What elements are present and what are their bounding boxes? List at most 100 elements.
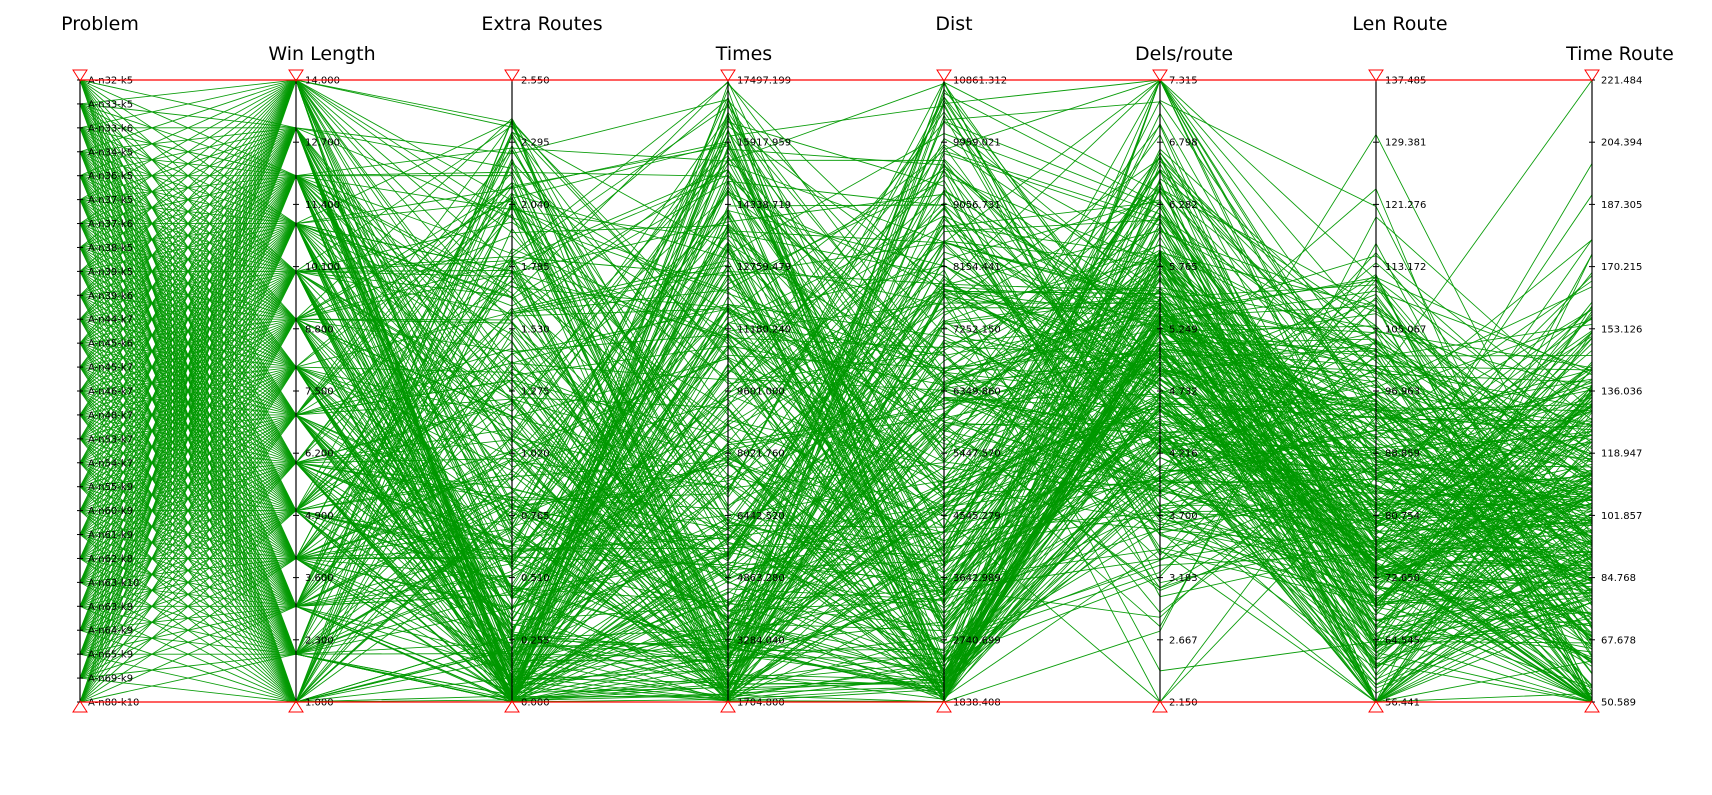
axis-top-handle-5[interactable] bbox=[1152, 69, 1168, 82]
record-line-231 bbox=[79, 366, 1593, 659]
tick-label: 6.798 bbox=[1169, 138, 1198, 149]
tick-label: 84.768 bbox=[1601, 573, 1636, 584]
axis-bottom-handle-5[interactable] bbox=[1152, 700, 1168, 713]
tick-label: 8154.441 bbox=[953, 262, 1001, 273]
record-line-365 bbox=[79, 215, 1593, 703]
tick-label: 9959.021 bbox=[953, 138, 1001, 149]
record-line-262 bbox=[79, 222, 1593, 703]
tick-label: 101.857 bbox=[1601, 511, 1642, 522]
category-label: A-n44-k7 bbox=[88, 315, 133, 326]
record-line-301 bbox=[79, 79, 1593, 703]
axis-top-handle-1[interactable] bbox=[288, 69, 304, 82]
tick-label: 187.305 bbox=[1601, 200, 1642, 211]
record-line-14 bbox=[79, 103, 1593, 704]
tick-label: 67.678 bbox=[1601, 635, 1636, 646]
record-line-228 bbox=[79, 322, 1593, 664]
category-label: A-n61-k9 bbox=[88, 530, 133, 541]
tick-label: 204.394 bbox=[1601, 138, 1642, 149]
record-line-213 bbox=[79, 144, 1593, 657]
record-line-184 bbox=[79, 259, 1593, 696]
record-line-346 bbox=[79, 222, 1593, 701]
record-line-353 bbox=[79, 414, 1593, 703]
axis-bottom-handle-7[interactable] bbox=[1584, 700, 1600, 713]
axis-title-6: Len Route bbox=[1352, 13, 1447, 35]
record-line-227 bbox=[79, 222, 1593, 677]
tick-label: 6.282 bbox=[1169, 200, 1198, 211]
axis-title-1: Win Length bbox=[268, 43, 375, 65]
tick-label: 1.020 bbox=[521, 449, 550, 460]
record-line-362 bbox=[79, 111, 1593, 679]
axis-bottom-handle-6[interactable] bbox=[1368, 700, 1384, 713]
record-line-349 bbox=[79, 79, 1593, 701]
record-line-300 bbox=[79, 182, 1593, 686]
record-line-155 bbox=[79, 269, 1593, 672]
record-line-168 bbox=[79, 248, 1593, 703]
record-line-270 bbox=[79, 169, 1593, 561]
record-line-145 bbox=[79, 239, 1593, 703]
record-line-351 bbox=[79, 79, 1593, 701]
axis-bottom-handle-2[interactable] bbox=[504, 700, 520, 713]
tick-label: 136.036 bbox=[1601, 387, 1642, 398]
category-label: A-n53-k7 bbox=[88, 434, 133, 445]
axis-bottom-handle-3[interactable] bbox=[720, 700, 736, 713]
tick-label: 6.200 bbox=[305, 449, 334, 460]
tick-label: 2.040 bbox=[521, 200, 550, 211]
tick-label: 2740.699 bbox=[953, 635, 1001, 646]
record-line-369 bbox=[79, 170, 1593, 703]
tick-label: 2.150 bbox=[1169, 698, 1198, 709]
category-label: A-n39-k6 bbox=[88, 291, 133, 302]
category-label: A-n36-k5 bbox=[88, 171, 133, 182]
record-line-181 bbox=[79, 79, 1593, 646]
category-label: A-n46-k7 bbox=[88, 387, 133, 398]
record-line-311 bbox=[79, 321, 1593, 703]
record-line-212 bbox=[79, 169, 1593, 667]
tick-label: 1838.408 bbox=[953, 698, 1001, 709]
record-line-292 bbox=[79, 126, 1593, 703]
axis-bottom-handle-4[interactable] bbox=[936, 700, 952, 713]
record-line-207 bbox=[79, 175, 1593, 690]
tick-label: 12.700 bbox=[305, 138, 340, 149]
category-label: A-n39-k5 bbox=[88, 267, 133, 278]
record-line-274 bbox=[79, 318, 1593, 703]
category-label: A-n62-k8 bbox=[88, 554, 133, 565]
record-line-324 bbox=[79, 133, 1593, 637]
axis-top-handle-3[interactable] bbox=[720, 69, 736, 82]
record-line-333 bbox=[79, 174, 1593, 702]
axis-top-handle-2[interactable] bbox=[504, 69, 520, 82]
category-label: A-n80-k10 bbox=[88, 698, 139, 709]
tick-label: 2.667 bbox=[1169, 635, 1198, 646]
record-line-121 bbox=[80, 80, 1593, 584]
record-line-83 bbox=[79, 79, 1593, 656]
axis-top-handle-7[interactable] bbox=[1584, 69, 1600, 82]
axis-bottom-handle-0[interactable] bbox=[72, 700, 88, 713]
record-line-341 bbox=[79, 212, 1593, 703]
record-line-38 bbox=[79, 127, 1593, 482]
tick-label: 88.859 bbox=[1385, 449, 1420, 460]
record-line-345 bbox=[79, 220, 1593, 676]
record-line-97 bbox=[79, 79, 1593, 703]
axis-top-handle-6[interactable] bbox=[1368, 69, 1384, 82]
axis-top-handle-0[interactable] bbox=[72, 69, 88, 82]
category-label: A-n64-k9 bbox=[88, 626, 133, 637]
record-line-339 bbox=[79, 357, 1593, 660]
record-line-276 bbox=[79, 223, 1593, 543]
record-line-249 bbox=[79, 175, 1593, 565]
record-line-348 bbox=[79, 126, 1593, 703]
tick-label: 7.315 bbox=[1169, 76, 1198, 87]
axis-top-handle-4[interactable] bbox=[936, 69, 952, 82]
record-line-342 bbox=[79, 111, 1593, 655]
record-line-356 bbox=[79, 102, 1593, 679]
tick-label: 4863.280 bbox=[737, 573, 785, 584]
record-line-179 bbox=[79, 174, 1593, 688]
category-label: A-n65-k9 bbox=[88, 650, 133, 661]
category-label: A-n63-k9 bbox=[88, 602, 133, 613]
axis-title-4: Dist bbox=[935, 13, 972, 35]
tick-label: 1.275 bbox=[521, 387, 550, 398]
record-line-377 bbox=[79, 78, 1593, 703]
record-line-371 bbox=[79, 366, 1593, 703]
record-line-321 bbox=[79, 78, 1593, 703]
axis-bottom-handle-1[interactable] bbox=[288, 700, 304, 713]
record-line-367 bbox=[79, 191, 1593, 703]
tick-label: 72.650 bbox=[1385, 573, 1420, 584]
record-line-373 bbox=[79, 260, 1593, 703]
